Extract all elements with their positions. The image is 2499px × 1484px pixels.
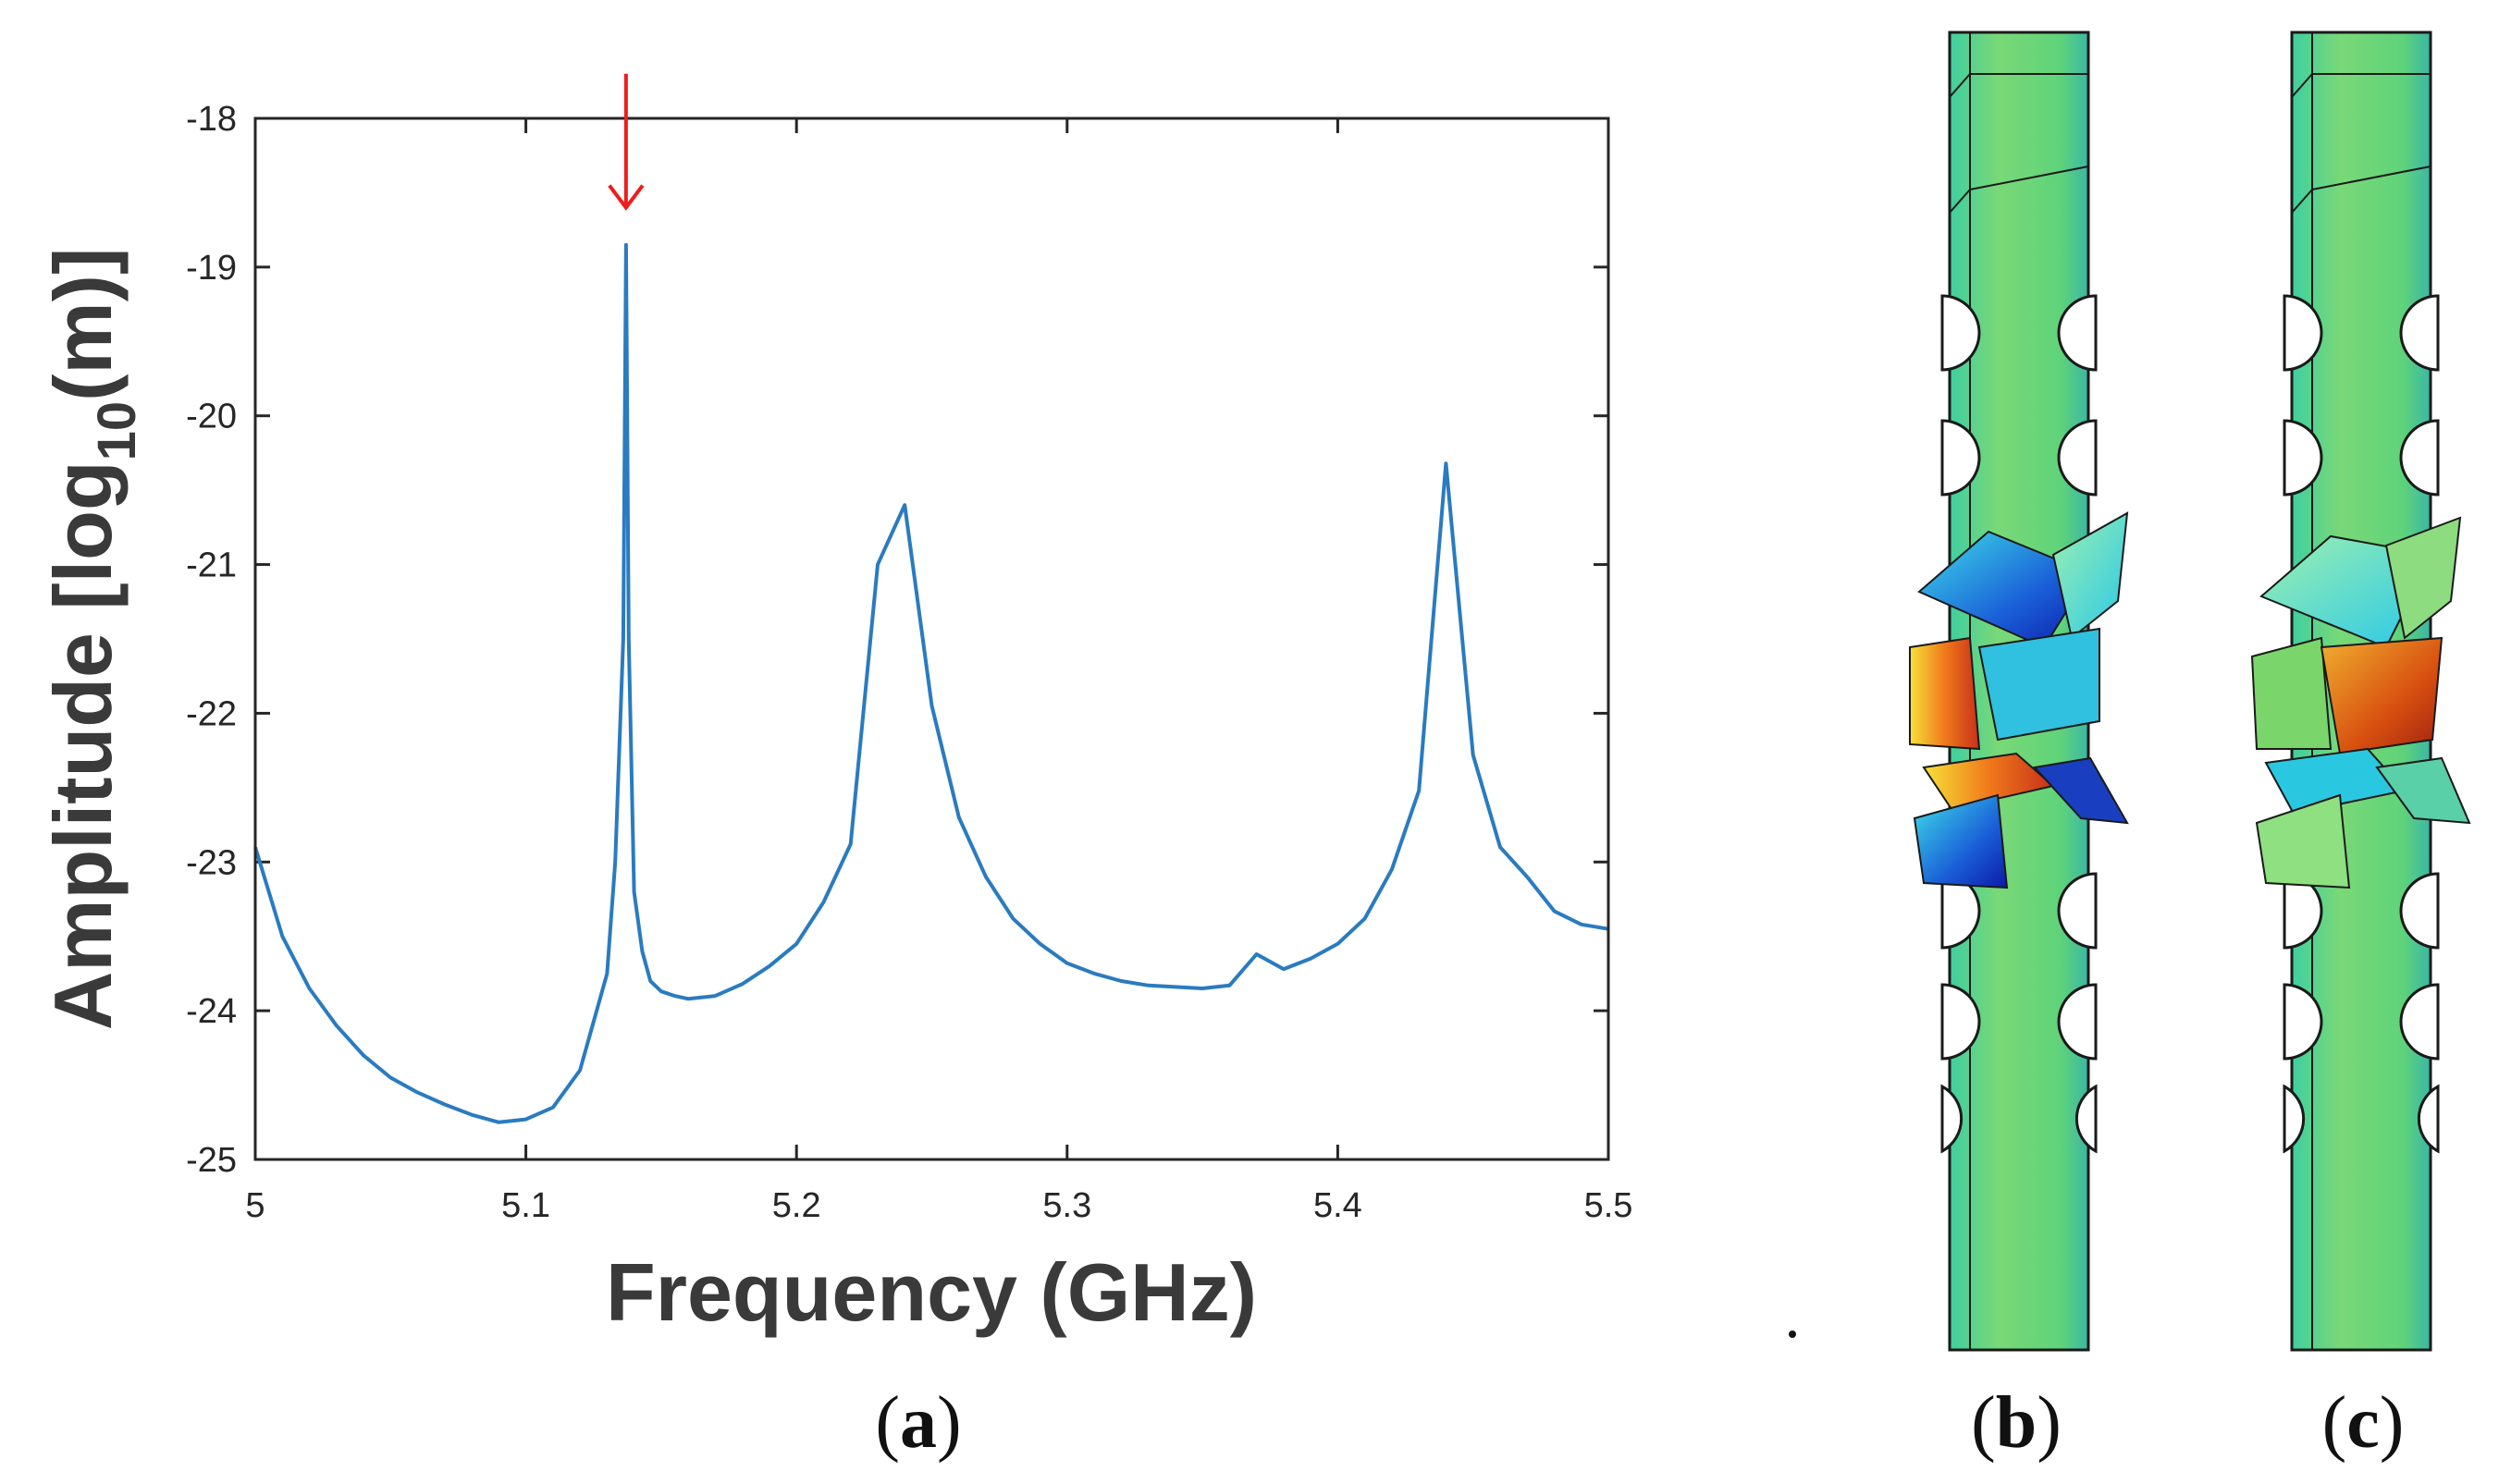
mode-shape-b [1909,31,2129,1352]
y-tick-label: -23 [186,843,237,882]
y-tick-label: -24 [186,992,237,1031]
x-tick-label: 5.3 [1042,1186,1091,1225]
y-tick-label: -19 [186,249,237,288]
x-tick-label: 5.5 [1584,1186,1633,1225]
stray-dot [1789,1331,1796,1338]
y-tick-label: -21 [186,546,237,585]
y-tick-label: -22 [186,694,237,733]
y-tick-label: -20 [186,398,237,436]
x-tick-label: 5.2 [772,1186,821,1225]
mode-shape-c [2250,31,2471,1352]
deformed-region [2250,516,2471,889]
panel-label-a: (a) [875,1382,961,1464]
plot-area [255,118,1608,1159]
panel-label-c: (c) [2322,1382,2405,1464]
x-tick-labels: 5 5.1 5.2 5.3 5.4 5.5 [245,1186,1632,1225]
notches-right [2057,294,2098,1154]
x-tick-label: 5 [245,1186,265,1225]
x-axis-title: Frequency (GHz) [606,1246,1257,1338]
peak-arrow-head [608,184,645,211]
notches-right [2399,294,2440,1154]
x-tick-label: 5.4 [1313,1186,1362,1225]
y-tick-label: -25 [186,1141,237,1180]
y-tick-labels: -18 -19 -20 -21 -22 -23 -24 -25 [186,100,237,1180]
series-line-amplitude [253,242,1609,1124]
plot-frame [253,117,1610,1161]
y-tick-label: -18 [186,100,237,139]
notches-left [1940,294,1981,1154]
notches-left [2283,294,2323,1154]
amplitude-chart: 5 5.1 5.2 5.3 5.4 5.5 -18 -19 -20 -21 -22 -23 -24 -2… [37,73,1632,1338]
deformed-region [1909,511,2129,889]
y-axis-title: Amplitude [log10(m)] [37,248,147,1031]
x-tick-label: 5.1 [501,1186,550,1225]
peak-arrow [608,73,645,211]
panel-label-b: (b) [1971,1382,2062,1464]
